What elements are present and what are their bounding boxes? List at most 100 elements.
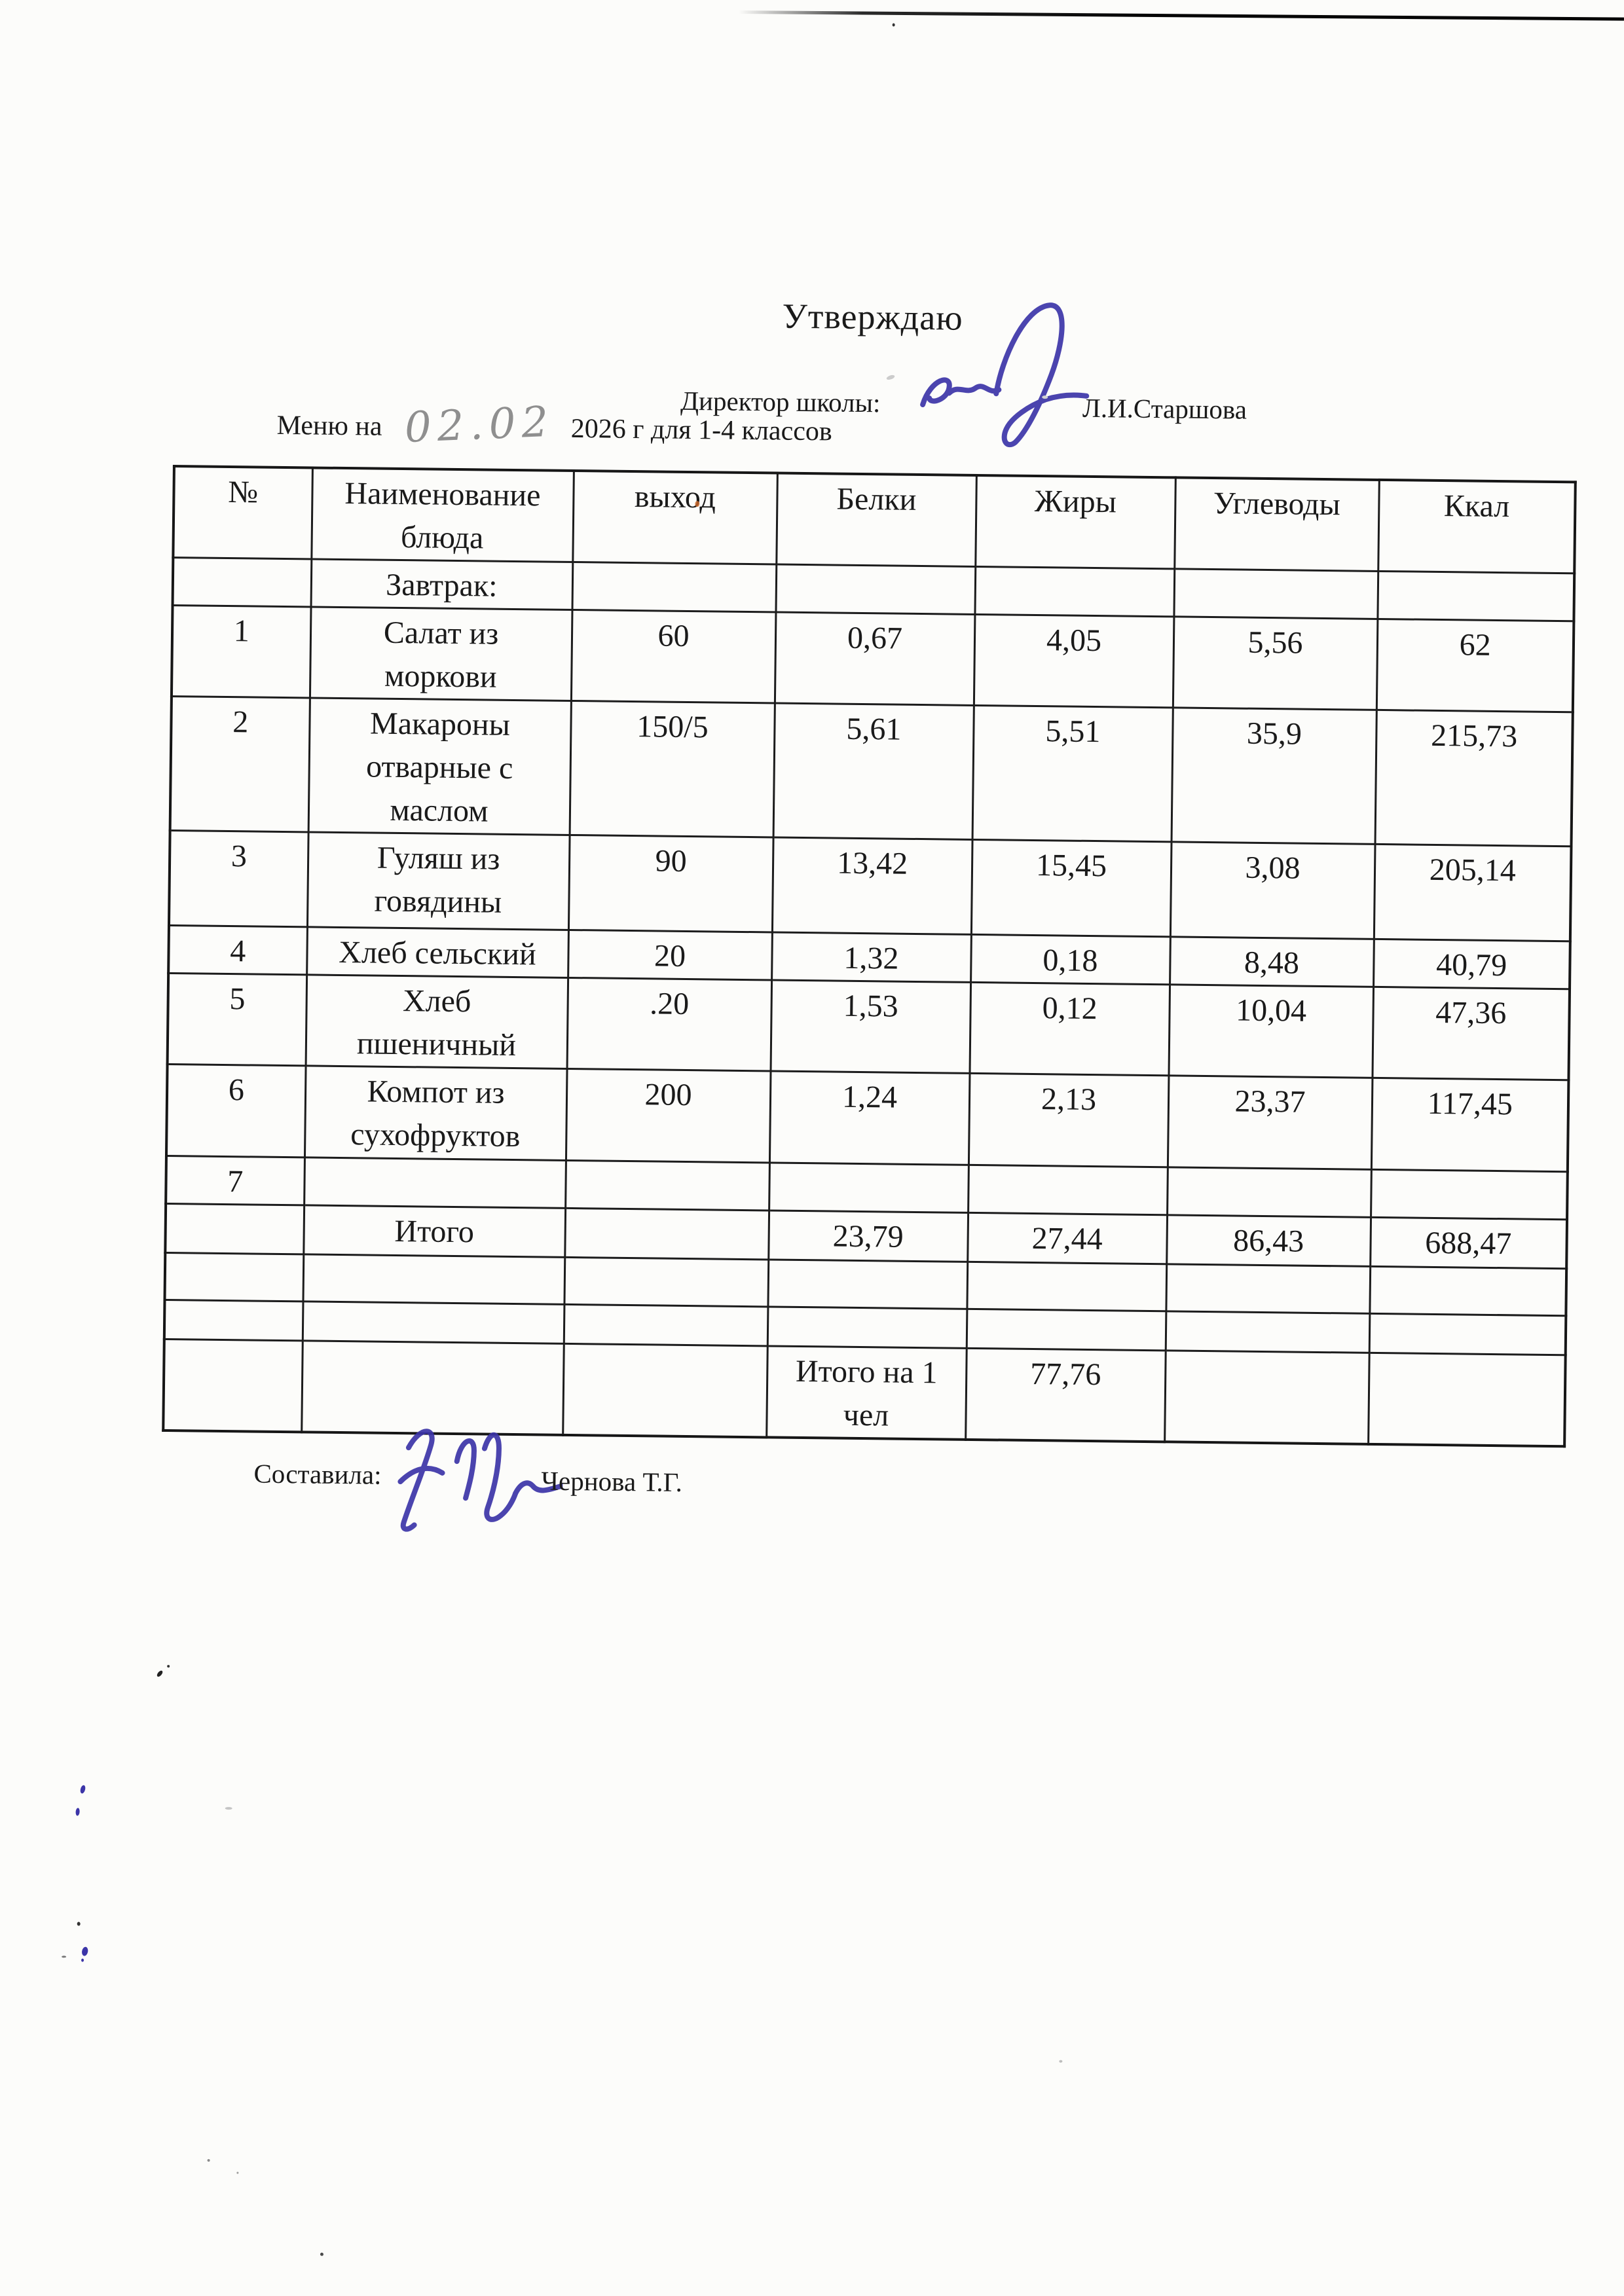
table-cell: 3: [168, 830, 308, 927]
table-cell: 13,42: [771, 837, 972, 935]
pencil-trace: [1042, 395, 1048, 399]
table-cell: [563, 1343, 767, 1438]
column-header: Наименование блюда: [311, 467, 574, 562]
table-cell: [1173, 568, 1378, 619]
table-cell: 5,51: [972, 705, 1173, 842]
column-header: Белки: [776, 473, 976, 567]
table-cell: 23,79: [768, 1210, 969, 1262]
menu-prefix: Меню на: [276, 410, 382, 442]
table-cell: [1166, 1264, 1371, 1314]
menu-suffix: 2026 г для 1-4 классов: [570, 413, 832, 447]
table-cell: 1,32: [771, 932, 971, 983]
scan-speck: [62, 1956, 67, 1958]
table-cell: [767, 1259, 968, 1309]
table-row: 1 Салат из моркови 60 0,67 4,05 5,56 62: [171, 605, 1574, 712]
table-cell: 6: [166, 1064, 306, 1157]
menu-table: № Наименование блюда выход Белки Жиры Углевод…: [162, 465, 1577, 1448]
table-cell: 8,48: [1170, 936, 1374, 987]
scan-speck: [236, 2172, 239, 2174]
table-cell: [1164, 1350, 1369, 1444]
table-cell: 5,61: [773, 702, 974, 840]
table-cell: Итого на 1 чел: [766, 1345, 967, 1440]
column-header: выход: [572, 470, 777, 565]
table-cell: 5: [167, 973, 307, 1066]
table-cell: [767, 1306, 967, 1349]
table-cell: .20: [566, 977, 772, 1071]
table-cell: 3,08: [1170, 841, 1375, 939]
table-row: 3 Гуляш из говядины 90 13,42 15,45 3,08 205,14: [168, 830, 1572, 941]
table-row: 5 Хлеб пшеничный .20 1,53 0,12 10,04 47,36: [167, 973, 1570, 1080]
scan-speck: [320, 2252, 323, 2256]
menu-title-line: Меню на 02.02 2026 г для 1-4 классов: [276, 396, 832, 452]
column-header: №: [173, 466, 312, 559]
column-header: Ккал: [1378, 479, 1576, 574]
table-cell: 15,45: [970, 839, 1172, 937]
table-cell: 4,05: [973, 614, 1174, 708]
table-cell: [1167, 1167, 1371, 1218]
table-cell: 10,04: [1168, 984, 1374, 1078]
ink-speck: [79, 1784, 86, 1795]
table-cell: 35,9: [1171, 707, 1376, 845]
table-cell: Компот из сухофруктов: [304, 1065, 567, 1161]
table-cell: 47,36: [1372, 987, 1570, 1080]
composer-name: Чернова Т.Г.: [541, 1465, 683, 1497]
table-cell: [165, 1203, 304, 1254]
table-cell: [563, 1304, 768, 1346]
table-cell: 688,47: [1370, 1217, 1568, 1269]
table-cell: [974, 566, 1175, 617]
table-cell: [1165, 1311, 1370, 1353]
director-name: Л.И.Старшова: [1082, 392, 1247, 425]
table-cell: [1369, 1266, 1567, 1316]
table-cell: [769, 1162, 969, 1213]
scan-speck: [77, 1922, 81, 1926]
table-cell: [564, 1257, 769, 1307]
table-cell: 0,18: [970, 934, 1170, 985]
director-signature-ink: [920, 302, 1090, 448]
table-cell: 200: [565, 1068, 771, 1163]
table-cell: 5,56: [1172, 616, 1378, 710]
table-cell: 150/5: [569, 701, 775, 837]
ink-speck: [81, 1946, 89, 1957]
table-cell: 20: [568, 930, 772, 980]
table-cell: [968, 1165, 1168, 1215]
table-cell: Итого: [303, 1205, 566, 1258]
table-cell: 2,13: [968, 1073, 1169, 1167]
table-cell: [304, 1157, 566, 1209]
table-cell: [172, 557, 312, 607]
scan-speck: [225, 1807, 232, 1810]
table-cell: 90: [568, 835, 773, 932]
table-row: 6 Компот из сухофруктов 200 1,24 2,13 23,37 11…: [166, 1064, 1569, 1172]
table-cell: 1: [171, 605, 311, 698]
table-row: Итого на 1 чел 77,76: [163, 1339, 1566, 1447]
table-cell: 40,79: [1373, 939, 1570, 989]
table-row: 2 Макароны отварные с маслом 150/5 5,61 5,51…: [170, 696, 1573, 847]
table-cell: 2: [170, 696, 310, 832]
composer-signature-ink: [397, 1429, 564, 1532]
table-cell: Завтрак:: [310, 558, 573, 610]
header-row: № Наименование блюда выход Белки Жиры Углевод…: [173, 466, 1576, 574]
scan-speck: [207, 2159, 210, 2162]
table-cell: [1377, 571, 1575, 621]
table-cell: 1,24: [769, 1070, 970, 1165]
table-cell: 1,53: [770, 979, 971, 1074]
table-cell: 7: [166, 1156, 304, 1205]
table-cell: 60: [570, 610, 776, 703]
column-header: Жиры: [975, 475, 1175, 569]
table-cell: [1368, 1353, 1566, 1447]
table-cell: [164, 1300, 303, 1341]
table-cell: Хлеб пшеничный: [305, 974, 568, 1069]
scan-speck: [167, 1665, 170, 1668]
scan-speck: [695, 501, 700, 507]
scan-speck: [1059, 2060, 1063, 2063]
table-cell: 77,76: [965, 1348, 1166, 1442]
ink-speck: [75, 1808, 81, 1816]
table-cell: [966, 1309, 1166, 1351]
scan-speck: [892, 23, 895, 27]
handwritten-date: 02.02: [403, 397, 555, 452]
table-cell: [303, 1254, 565, 1305]
table-cell: 62: [1376, 619, 1574, 712]
table-cell: [302, 1301, 564, 1344]
table-cell: Салат из моркови: [309, 606, 572, 701]
